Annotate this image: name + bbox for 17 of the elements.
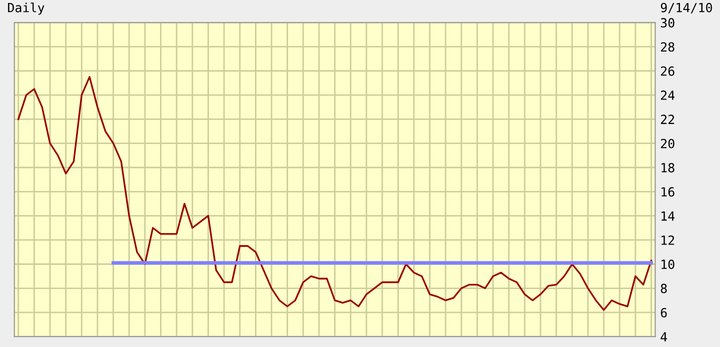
y-tick-label: 6 — [660, 308, 667, 318]
text: 9/14/10 — [660, 2, 712, 14]
y-tick-label: 30 — [660, 18, 674, 28]
y-tick-label: 14 — [662, 211, 675, 221]
y-tick-label: 20 — [660, 138, 674, 148]
y-tick-label: 4 — [660, 332, 667, 342]
chart-title: Daily — [8, 2, 44, 15]
y-tick-label: 16 — [662, 187, 674, 197]
y-tick-label: 8 — [660, 284, 667, 294]
y-tick-label: 18 — [662, 163, 674, 172]
y-tick-label: 12 — [662, 235, 674, 245]
y-tick-label: 10 — [662, 260, 674, 270]
y-tick-label: 24 — [660, 90, 675, 100]
y-tick-label: 26 — [660, 66, 674, 76]
line-series — [18, 76, 652, 311]
y-tick-label: 28 — [660, 42, 674, 52]
y-tick-label: 22 — [660, 114, 674, 124]
